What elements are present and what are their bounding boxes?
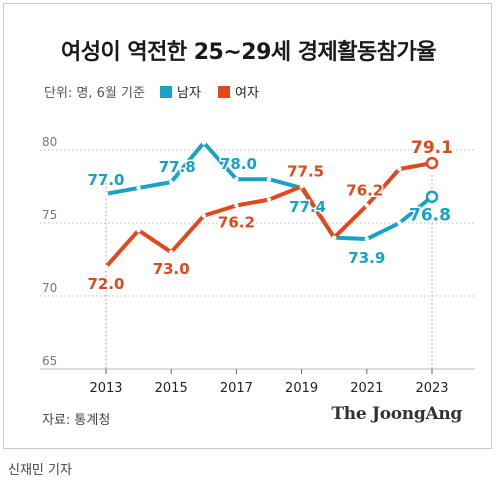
data-point <box>234 177 239 182</box>
data-label: 77.5 <box>287 163 324 181</box>
data-point <box>364 203 369 208</box>
data-label: 77.4 <box>289 198 326 216</box>
data-point <box>136 185 141 191</box>
data-point <box>397 166 402 172</box>
publisher-logo: The JoongAng <box>331 404 462 424</box>
x-tick-label: 2017 <box>220 381 253 396</box>
source-note: 자료: 통계청 <box>42 413 111 428</box>
data-label: 77.0 <box>87 171 124 189</box>
author-credit: 신재민 기자 <box>8 463 72 478</box>
data-point <box>364 236 369 242</box>
data-point <box>234 203 239 208</box>
endpoint-marker <box>425 190 439 203</box>
legend-swatch-female <box>218 85 230 98</box>
data-label: 73.0 <box>153 260 190 278</box>
y-tick-label: 65 <box>42 354 57 368</box>
data-point <box>201 213 206 218</box>
chart-frame <box>3 3 492 449</box>
data-label: 76.2 <box>218 213 255 231</box>
legend-label-male: 남자 <box>177 86 201 101</box>
data-point <box>103 191 109 196</box>
data-label: 79.1 <box>411 138 453 158</box>
endpoint-marker <box>425 156 439 170</box>
data-label: 73.9 <box>348 249 385 267</box>
data-point <box>201 140 206 145</box>
data-label: 76.2 <box>346 181 383 199</box>
data-label: 76.8 <box>409 206 451 226</box>
data-point <box>332 235 337 240</box>
data-point <box>266 197 272 202</box>
legend-label-female: 여자 <box>235 86 259 101</box>
data-label: 78.0 <box>220 155 257 173</box>
data-point <box>397 220 402 226</box>
data-point <box>136 228 141 233</box>
x-tick-label: 2023 <box>415 381 448 396</box>
data-point <box>169 179 174 185</box>
data-point <box>299 184 304 189</box>
legend-item-female: 여자 <box>218 82 259 101</box>
data-label: 77.8 <box>159 158 196 176</box>
y-tick-label: 80 <box>42 135 57 149</box>
chart-title: 여성이 역전한 25~29세 경제활동참가율 <box>60 40 437 65</box>
data-point <box>103 264 109 269</box>
data-label: 72.0 <box>87 275 124 293</box>
chart-subtitle: 단위: 명, 6월 기준 <box>44 86 145 101</box>
x-tick-label: 2013 <box>89 381 122 396</box>
data-point <box>266 177 272 182</box>
legend-item-male: 남자 <box>160 82 201 101</box>
y-tick-label: 75 <box>42 208 57 222</box>
y-tick-label: 70 <box>42 281 57 295</box>
data-point <box>169 250 174 255</box>
legend-swatch-male <box>160 85 172 98</box>
x-tick-label: 2021 <box>350 381 383 396</box>
x-tick-label: 2019 <box>285 381 318 396</box>
x-tick-label: 2015 <box>155 381 188 396</box>
